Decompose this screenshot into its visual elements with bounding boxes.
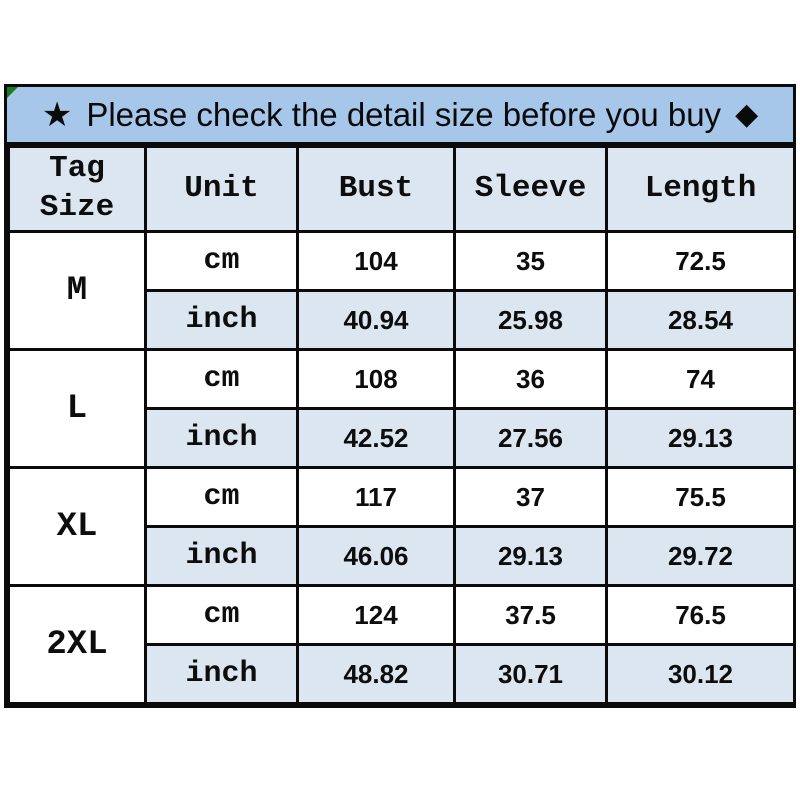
unit-label-inch: inch (144, 407, 299, 469)
col-header-bust: Bust (296, 145, 456, 233)
tag-size-line2: Size (39, 190, 115, 225)
unit-label-cm: cm (144, 466, 299, 528)
value-m-cm-length: 72.5 (605, 230, 796, 292)
value-l-inch-bust: 42.52 (296, 407, 456, 469)
table-row-2xl-inch: inch 48.82 30.71 30.12 (9, 643, 796, 705)
size-table: Tag Size Unit Bust Sleeve Length M cm 10… (7, 145, 796, 705)
table-row-l-inch: inch 42.52 27.56 29.13 (9, 407, 796, 469)
value-l-cm-bust: 108 (296, 348, 456, 410)
table-row-xl-inch: inch 46.06 29.13 29.72 (9, 525, 796, 587)
corner-marker-icon (7, 87, 18, 98)
diamond-icon: ◆ (735, 97, 759, 131)
col-header-unit: Unit (144, 145, 299, 233)
value-l-inch-sleeve: 27.56 (453, 407, 608, 469)
value-m-cm-sleeve: 35 (453, 230, 608, 292)
value-m-inch-bust: 40.94 (296, 289, 456, 351)
table-row-m-cm: M cm 104 35 72.5 (7, 230, 796, 351)
value-m-inch-length: 28.54 (605, 289, 796, 351)
unit-label-cm: cm (144, 348, 299, 410)
value-2xl-inch-sleeve: 30.71 (453, 643, 608, 705)
unit-label-cm: cm (144, 584, 299, 646)
star-icon: ★ (41, 95, 73, 134)
col-header-length: Length (605, 145, 796, 233)
notice-banner: ★ Please check the detail size before yo… (7, 87, 793, 145)
value-2xl-inch-bust: 48.82 (296, 643, 456, 705)
header-row: Tag Size Unit Bust Sleeve Length (7, 145, 796, 233)
col-header-sleeve: Sleeve (453, 145, 608, 233)
size-label-xl: XL (7, 466, 147, 587)
value-2xl-inch-length: 30.12 (605, 643, 796, 705)
table-row-xl-cm: XL cm 117 37 75.5 (7, 466, 796, 587)
value-xl-cm-sleeve: 37 (453, 466, 608, 528)
value-2xl-cm-bust: 124 (296, 584, 456, 646)
unit-label-cm: cm (144, 230, 299, 292)
col-header-tag-size: Tag Size (7, 145, 147, 233)
table-row-l-cm: L cm 108 36 74 (7, 348, 796, 469)
value-2xl-cm-sleeve: 37.5 (453, 584, 608, 646)
size-label-m: M (7, 230, 147, 351)
size-chart-card: ★ Please check the detail size before yo… (4, 84, 796, 708)
unit-label-inch: inch (144, 525, 299, 587)
table-row-m-inch: inch 40.94 25.98 28.54 (9, 289, 796, 351)
value-m-inch-sleeve: 25.98 (453, 289, 608, 351)
value-xl-inch-sleeve: 29.13 (453, 525, 608, 587)
value-xl-inch-bust: 46.06 (296, 525, 456, 587)
table-row-2xl-cm: 2XL cm 124 37.5 76.5 (7, 584, 796, 705)
unit-label-inch: inch (144, 289, 299, 351)
value-xl-cm-length: 75.5 (605, 466, 796, 528)
tag-size-line1: Tag (49, 151, 105, 187)
banner-text: Please check the detail size before you … (86, 95, 722, 133)
value-l-cm-length: 74 (605, 348, 796, 410)
unit-label-inch: inch (144, 643, 299, 705)
value-2xl-cm-length: 76.5 (605, 584, 796, 646)
value-l-inch-length: 29.13 (605, 407, 796, 469)
size-label-l: L (7, 348, 147, 469)
value-xl-inch-length: 29.72 (605, 525, 796, 587)
value-l-cm-sleeve: 36 (453, 348, 608, 410)
value-m-cm-bust: 104 (296, 230, 456, 292)
size-label-2xl: 2XL (7, 584, 147, 705)
value-xl-cm-bust: 117 (296, 466, 456, 528)
